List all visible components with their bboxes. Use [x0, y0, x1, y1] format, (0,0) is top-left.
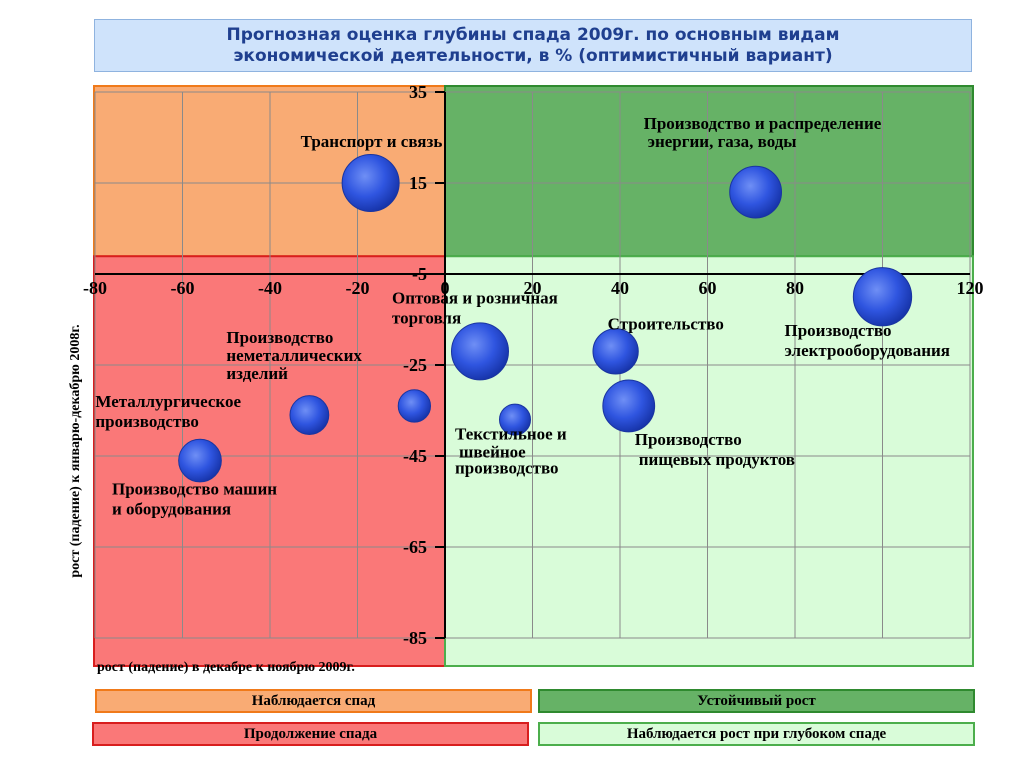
bubble-label-line: Производство: [785, 321, 892, 340]
bubble-point: [289, 395, 330, 435]
legend-stable-growth-label: Устойчивый рост: [697, 692, 816, 709]
bubble-label-line: и оборудования: [112, 500, 231, 519]
x-tick-label: -20: [346, 278, 370, 298]
bubble-label-line: производство: [455, 459, 559, 478]
chart-title-line-2: экономической деятельности, в % (оптимис…: [233, 45, 833, 66]
chart-title-line-1: Прогнозная оценка глубины спада 2009г. п…: [226, 24, 840, 45]
bubble-label: Текстильное и швейное производство: [455, 425, 567, 478]
bubble-chart: -80-60-40-200204060801001203515-5-25-45-…: [68, 82, 984, 675]
y-axis-title: рост (падение) к январю-декабрю 2008г.: [68, 324, 83, 577]
bubble-label-line: швейное: [459, 443, 526, 462]
y-tick-label: -25: [403, 355, 427, 375]
bubble-label-line: Производство машин: [112, 480, 277, 499]
bubble-point: [451, 322, 509, 381]
bubble-point: [178, 438, 222, 483]
bubble-label: Металлургическое производство: [95, 392, 241, 431]
legend-decline: Наблюдается спад: [95, 689, 532, 713]
bubble-label-line: Оптовая и розничная: [392, 288, 558, 307]
bubble-label: Транспорт и связь: [301, 132, 443, 151]
bubble-label: Оптовая и розничная торговля: [392, 288, 558, 327]
y-tick-label: -45: [403, 446, 427, 466]
bubble-label: Производство и распределение энергии, газ…: [644, 114, 882, 151]
legend-stable-growth: Устойчивый рост: [538, 689, 975, 713]
bubble-label-line: Транспорт и связь: [301, 132, 443, 151]
legend-growth-after-deep-decline-label: Наблюдается рост при глубоком спаде: [626, 725, 887, 742]
y-tick-label: -85: [403, 628, 427, 648]
x-tick-label: -60: [171, 278, 195, 298]
y-tick-label: 15: [409, 173, 427, 193]
x-tick-label: 0: [441, 278, 450, 298]
y-tick-label: -5: [412, 264, 427, 284]
y-tick-label: 35: [409, 82, 427, 102]
x-tick-label: 60: [699, 278, 717, 298]
legend-continued-decline: Продолжение спада: [92, 722, 529, 746]
bubble-label: Строительство: [608, 314, 724, 333]
bubble-label-line: неметаллических: [226, 346, 362, 365]
bubble-label-line: энергии, газа, воды: [648, 132, 797, 151]
bubble-label: Производство неметаллических изделий: [226, 328, 362, 383]
bubble-label-line: пищевых продуктов: [639, 450, 795, 469]
bubble-point: [729, 165, 783, 219]
bubble-label-line: Металлургическое: [95, 392, 241, 411]
bubble-label: Производство машин и оборудования: [112, 480, 277, 519]
bubble-label-line: электрооборудования: [785, 341, 951, 360]
legend-continued-decline-label: Продолжение спада: [243, 725, 378, 742]
x-tick-label: 40: [611, 278, 629, 298]
bubble-label-line: Строительство: [608, 314, 724, 333]
legend-decline-label: Наблюдается спад: [251, 692, 376, 709]
bubble-point: [602, 379, 656, 433]
bubble-point: [499, 403, 531, 436]
bubble-label-line: изделий: [226, 364, 288, 383]
bubble-label: Производство электрооборудования: [785, 321, 951, 360]
bubble-point: [341, 154, 400, 212]
x-tick-label: -80: [83, 278, 107, 298]
bubble-label-line: производство: [95, 412, 199, 431]
x-tick-label: 120: [957, 278, 984, 298]
bubble-label-line: торговля: [392, 308, 461, 327]
x-tick-label: -40: [258, 278, 282, 298]
bubble-label-line: Производство и распределение: [644, 114, 882, 133]
chart-title: Прогнозная оценка глубины спада 2009г. п…: [94, 19, 972, 72]
bubble-label: Производство пищевых продуктов: [635, 430, 795, 469]
bubble-point: [397, 389, 432, 423]
bubble-point: [592, 328, 639, 375]
bubble-label-line: Производство: [635, 430, 742, 449]
bubble-label-line: Текстильное и: [455, 425, 567, 444]
x-tick-label: 20: [524, 278, 542, 298]
x-tick-label: 80: [786, 278, 804, 298]
legend-growth-after-deep-decline: Наблюдается рост при глубоком спаде: [538, 722, 975, 746]
bubble-label-line: Производство: [226, 328, 333, 347]
x-axis-title: рост (падение) в декабре к ноябрю 2009г.: [97, 660, 355, 675]
zone-stable-growth: [444, 85, 974, 258]
y-tick-label: -65: [403, 537, 427, 557]
bubble-point: [852, 267, 913, 327]
